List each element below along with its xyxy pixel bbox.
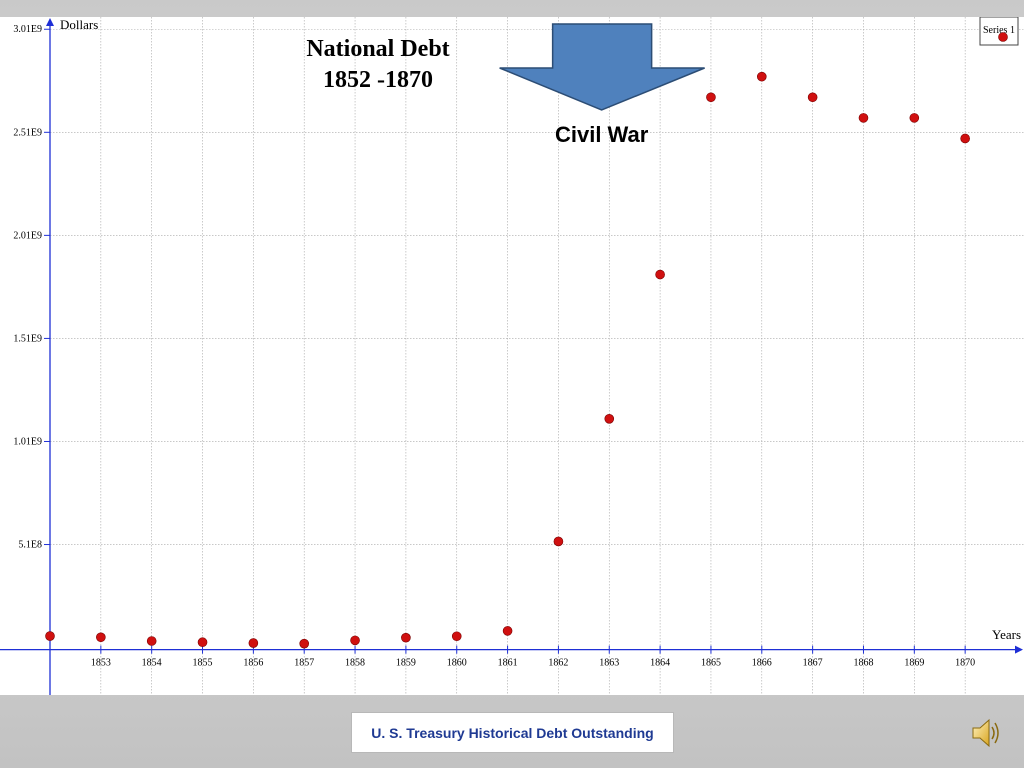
x-axis-arrowhead (1015, 645, 1023, 654)
data-point (96, 632, 106, 643)
chart-subtitle: 1852 -1870 (323, 67, 433, 93)
data-point (756, 71, 767, 82)
y-tick-label: 5.1E8 (18, 540, 42, 551)
chart-grid (50, 17, 1024, 695)
data-point (197, 637, 208, 648)
y-tick-label: 1.01E9 (13, 436, 42, 447)
legend-box (979, 17, 1019, 46)
x-tick-label: 1867 (803, 658, 823, 669)
legend-marker (998, 32, 1008, 42)
x-tick-label: 1859 (396, 658, 416, 669)
x-tick-label: 1863 (599, 658, 619, 669)
x-tick-label: 1861 (498, 658, 518, 669)
down-arrow-shape (499, 23, 705, 111)
x-tick-label: 1869 (904, 658, 924, 669)
x-tick-label: 1870 (955, 658, 975, 669)
x-tick-label: 1868 (853, 658, 873, 669)
x-tick-label: 1857 (294, 658, 314, 669)
chart-plot-area: 1853 1854 1855 1856 1857 1858 1859 1860 1861 1862… (0, 17, 1024, 695)
source-caption: U. S. Treasury Historical Debt Outstandi… (351, 712, 674, 753)
chart-points (45, 71, 970, 649)
chart-legend: Series 1 (979, 17, 1019, 46)
x-axis-title: Years (992, 627, 1021, 642)
y-tick-label: 3.01E9 (13, 24, 42, 35)
x-tick-label: 1866 (752, 658, 772, 669)
scatter-chart: 1853 1854 1855 1856 1857 1858 1859 1860 1861 1862… (0, 17, 1024, 695)
y-axis-title: Dollars (60, 17, 98, 32)
data-point (807, 92, 818, 103)
chart-title: National Debt (306, 36, 449, 62)
data-point (248, 638, 259, 648)
data-point (909, 113, 920, 123)
y-axis-arrowhead (46, 18, 54, 26)
chart-axes (0, 18, 1023, 695)
x-tick-label: 1854 (142, 658, 162, 669)
x-tick-label: 1856 (243, 658, 263, 669)
x-tick-label: 1860 (447, 658, 467, 669)
data-point (502, 626, 513, 636)
y-tick-label: 1.51E9 (13, 333, 42, 344)
civil-war-arrow (499, 23, 705, 111)
civil-war-annotation: Civil War (555, 122, 649, 147)
x-tick-label: 1855 (193, 658, 213, 669)
data-point (299, 638, 310, 649)
y-tick-label: 2.01E9 (13, 230, 42, 241)
data-point (655, 269, 665, 280)
legend-series-label: Series 1 (983, 25, 1015, 36)
data-point (960, 133, 970, 144)
x-tick-label: 1858 (345, 658, 365, 669)
data-point (45, 631, 55, 641)
data-point (706, 92, 716, 103)
data-point (604, 414, 615, 424)
speaker-icon[interactable] (970, 717, 1000, 749)
x-tick-label: 1853 (91, 658, 111, 669)
data-point (401, 632, 411, 643)
data-point (858, 113, 869, 123)
x-tick-label: 1862 (548, 658, 568, 669)
x-tick-label: 1864 (650, 658, 670, 669)
chart-ticks: 1853 1854 1855 1856 1857 1858 1859 1860 1861 1862… (13, 24, 975, 668)
data-point (350, 635, 360, 646)
x-tick-label: 1865 (701, 658, 721, 669)
data-point (553, 536, 564, 547)
data-point (146, 636, 157, 646)
y-tick-label: 2.51E9 (13, 127, 42, 138)
data-point (451, 631, 462, 642)
